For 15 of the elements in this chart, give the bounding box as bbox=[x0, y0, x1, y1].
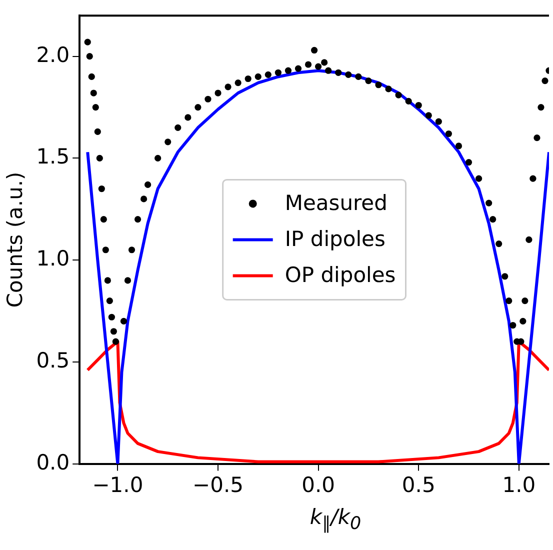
y-tick-label: 0.0 bbox=[36, 450, 70, 474]
x-axis-title: k$_{∥}$/k$_{0}$ bbox=[308, 505, 362, 534]
legend-label: Measured bbox=[284, 191, 388, 216]
y-tick-label: 1.5 bbox=[36, 144, 70, 169]
y-tick-label: 2.0 bbox=[36, 42, 70, 67]
y-axis-title: Counts (a.u.) bbox=[3, 172, 28, 308]
x-tick-label: 1.0 bbox=[502, 472, 536, 497]
y-tick-label: 1.0 bbox=[36, 246, 70, 271]
legend-label: IP dipoles bbox=[284, 227, 386, 252]
legend-label: OP dipoles bbox=[284, 263, 396, 288]
y-tick-label: 0.5 bbox=[36, 348, 70, 372]
x-tick-label: −0.5 bbox=[192, 472, 244, 497]
x-tick-label: 0.0 bbox=[302, 472, 336, 497]
x-tick-label: −1.0 bbox=[92, 472, 144, 497]
x-tick-label: 0.5 bbox=[402, 472, 436, 497]
